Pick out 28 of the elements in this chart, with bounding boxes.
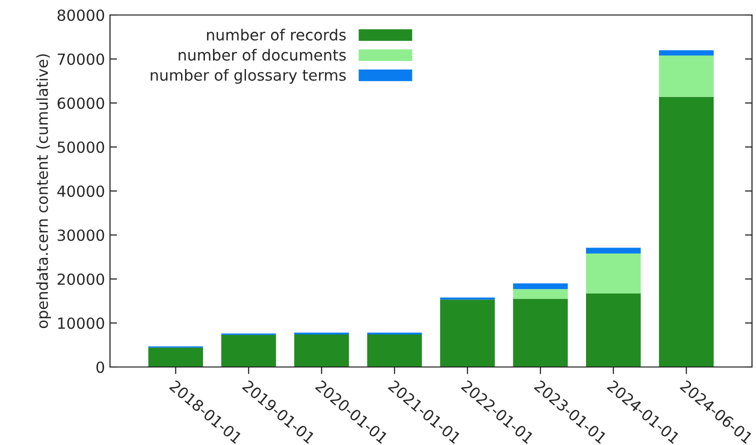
y-tick-label: 10000 — [58, 317, 104, 330]
bar — [440, 297, 495, 300]
y-tick-label: 30000 — [58, 229, 104, 242]
legend-label: number of glossary terms — [150, 69, 346, 84]
bar — [513, 298, 568, 367]
bar — [586, 248, 641, 254]
y-tick-label: 70000 — [58, 53, 104, 66]
bar — [440, 300, 495, 367]
bar — [513, 283, 568, 290]
bar — [367, 334, 422, 367]
y-tick-label: 80000 — [58, 9, 104, 22]
bar — [221, 334, 276, 367]
bar — [586, 294, 641, 367]
y-axis-title: opendata.cern content (cumulative) — [36, 54, 51, 328]
bar — [658, 96, 714, 367]
y-tick-label: 60000 — [58, 97, 104, 110]
bar — [294, 334, 349, 367]
y-tick-label: 50000 — [58, 141, 104, 154]
bar — [658, 55, 714, 97]
y-tick-label: 20000 — [58, 273, 104, 286]
bar — [586, 253, 641, 294]
y-tick-label: 40000 — [57, 185, 104, 198]
legend-label: number of documents — [178, 48, 346, 61]
bar — [513, 289, 568, 299]
legend-label: number of records — [207, 28, 346, 41]
bar — [148, 348, 204, 367]
y-tick-label: 0 — [96, 361, 104, 374]
bar — [658, 50, 714, 56]
